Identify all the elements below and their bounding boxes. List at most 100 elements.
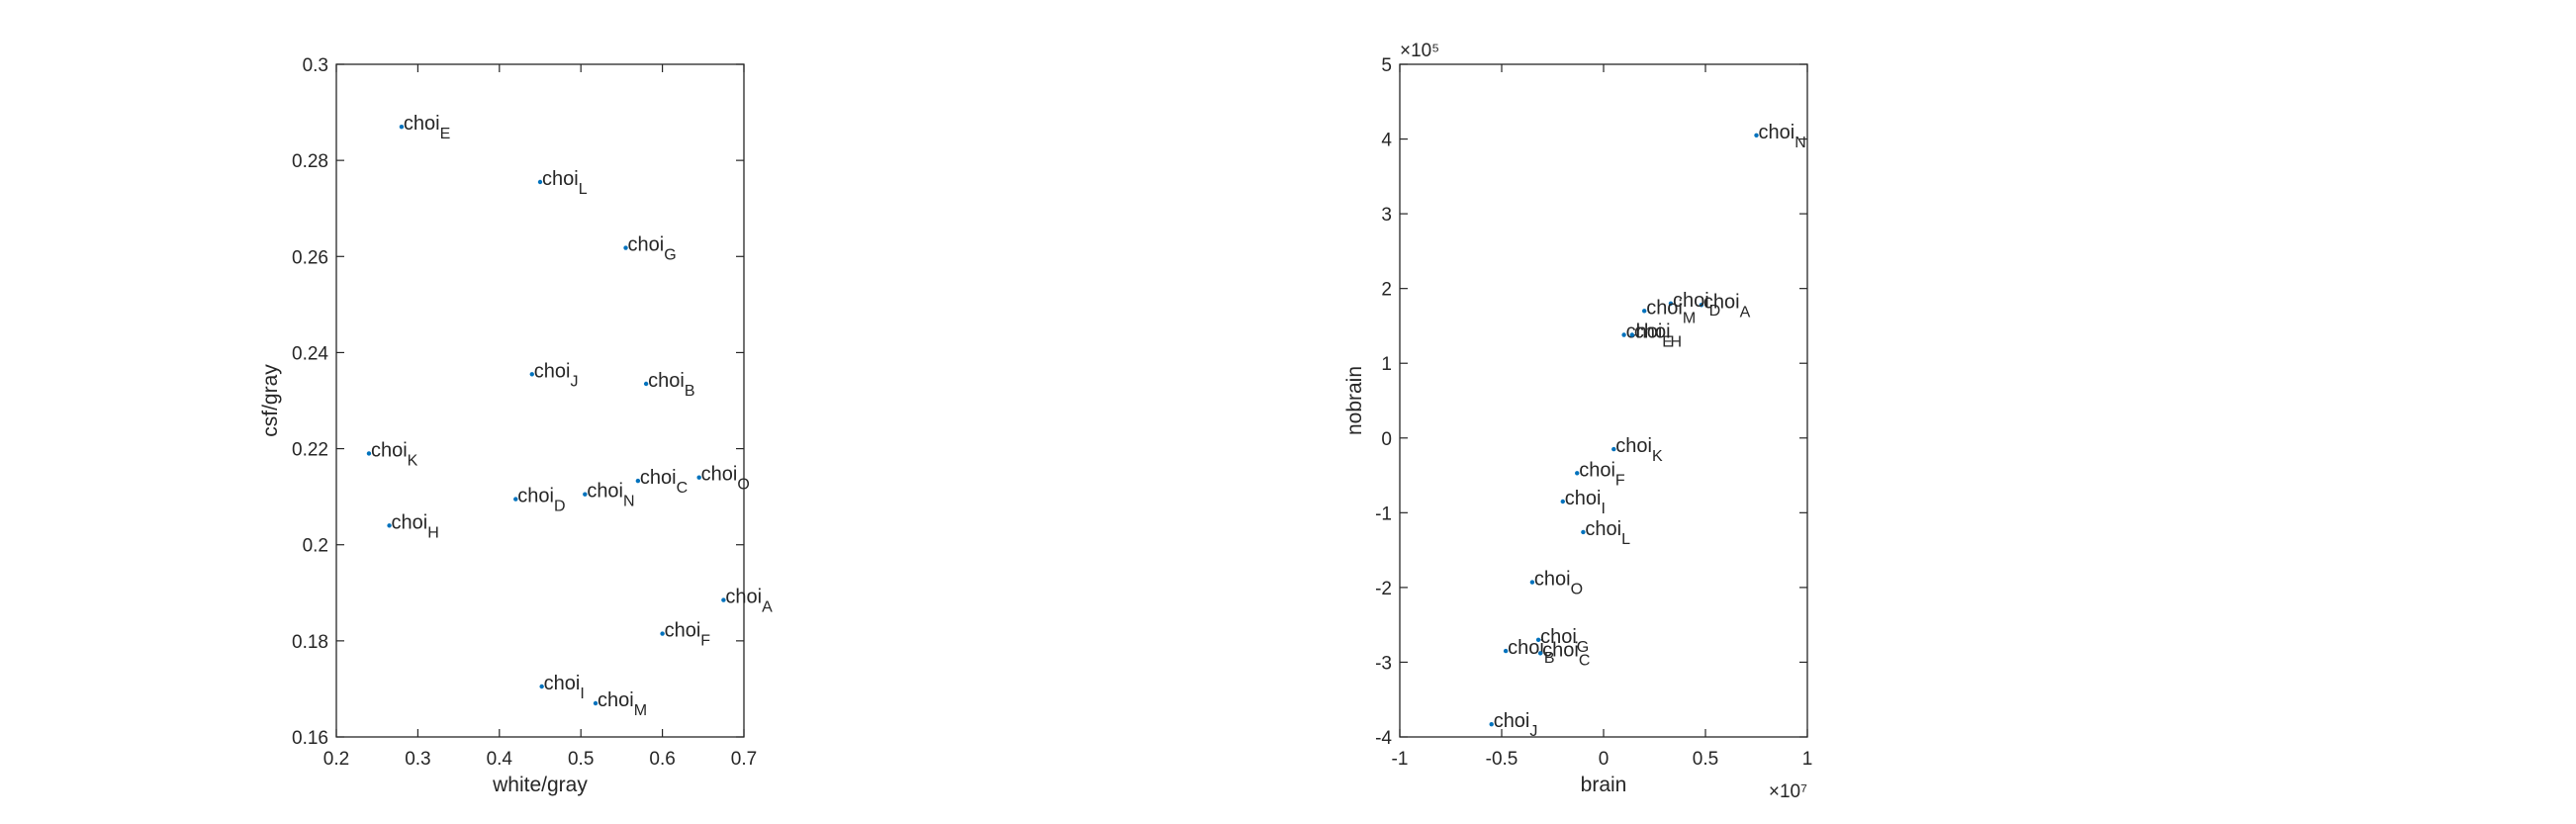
data-point-K — [366, 451, 372, 456]
point-label-G: choiG — [1540, 626, 1589, 656]
data-point-E — [1621, 332, 1626, 337]
point-label-B: choiB — [1508, 637, 1554, 667]
y-tick-label-right: 4 — [1381, 131, 1392, 151]
point-label-subscript: F — [1615, 472, 1625, 489]
x-tick-label-left: 0.5 — [568, 749, 594, 770]
point-label-subscript: N — [1794, 135, 1806, 151]
point-label-text: choi — [1542, 639, 1579, 661]
point-label-subscript: E — [1662, 334, 1673, 351]
data-point-O — [696, 475, 701, 480]
point-label-G: choiG — [628, 234, 677, 264]
point-label-subscript: F — [700, 633, 710, 650]
point-label-text: choi — [542, 168, 579, 190]
point-label-subscript: K — [408, 452, 418, 469]
y-tick-label-left: 0.26 — [292, 247, 328, 268]
point-label-A: choiA — [725, 587, 773, 616]
y-tick-label-right: -2 — [1375, 579, 1392, 599]
point-label-subscript: I — [1602, 501, 1606, 517]
data-point-F — [660, 631, 665, 636]
point-label-L: choiL — [542, 168, 588, 198]
x-tick-label-right: -1 — [1392, 749, 1409, 770]
point-label-D: choiD — [517, 486, 565, 515]
x-tick-label-left: 0.6 — [649, 749, 675, 770]
data-point-E — [399, 124, 405, 130]
data-point-F — [1575, 471, 1580, 476]
point-label-C: choiC — [640, 467, 688, 497]
point-label-subscript: J — [570, 373, 578, 390]
point-label-F: choiF — [665, 620, 711, 650]
point-label-text: choi — [1615, 435, 1652, 457]
x-tick-label-right: 0 — [1599, 749, 1610, 770]
x-tick-label-left: 0.3 — [405, 749, 430, 770]
data-point-B — [1503, 648, 1509, 654]
point-label-subscript: C — [1579, 652, 1591, 669]
point-label-L: choiL — [1585, 518, 1630, 548]
point-label-subscript: N — [623, 494, 635, 510]
point-label-text: choi — [1508, 637, 1544, 659]
data-point-N — [1754, 133, 1759, 137]
y-tick-label-left: 0.28 — [292, 151, 328, 172]
x-axis-label-left: white/gray — [492, 774, 588, 796]
points-right: choiNchoiAchoiDchoiMchoiEchoiHchoiKchoiF… — [1489, 122, 1806, 740]
point-label-I: choiI — [544, 673, 585, 702]
point-label-text: choi — [1494, 710, 1530, 732]
data-point-M — [593, 700, 598, 706]
point-label-subscript: D — [554, 499, 566, 515]
y-axis-label-left: csf/gray — [259, 364, 282, 437]
point-label-text: choi — [1579, 459, 1615, 481]
point-label-text: choi — [371, 439, 408, 461]
point-label-H: choiH — [392, 511, 439, 541]
data-point-A — [1699, 303, 1704, 308]
point-label-subscript: H — [1671, 334, 1683, 351]
point-label-text: choi — [392, 511, 428, 533]
point-label-subscript: K — [1652, 448, 1663, 465]
data-point-I — [539, 684, 544, 689]
point-label-C: choiC — [1542, 639, 1590, 669]
y-tick-label-right: -4 — [1375, 728, 1392, 749]
point-label-subscript: O — [1571, 582, 1583, 598]
point-label-text: choi — [598, 689, 634, 711]
y-tick-label-right: 3 — [1381, 205, 1392, 226]
point-label-text: choi — [628, 234, 665, 256]
y-tick-label-left: 0.22 — [292, 440, 328, 461]
data-point-I — [1560, 499, 1566, 504]
data-point-B — [643, 381, 649, 387]
y-exponent-right: ×10⁵ — [1400, 41, 1439, 61]
point-label-subscript: E — [440, 126, 451, 142]
point-label-subscript: C — [677, 480, 689, 497]
point-label-text: choi — [517, 486, 554, 507]
x-tick-label-left: 0.4 — [487, 749, 513, 770]
point-label-subscript: H — [427, 524, 439, 541]
data-point-N — [583, 492, 588, 497]
point-label-J: choiJ — [534, 360, 579, 390]
data-point-L — [1581, 529, 1586, 535]
y-tick-label-left: 0.18 — [292, 632, 328, 653]
axes-box-right — [1399, 63, 1808, 738]
point-label-subscript: J — [1529, 723, 1537, 740]
point-label-text: choi — [404, 113, 440, 135]
y-tick-label-right: 5 — [1381, 55, 1392, 76]
data-point-C — [1537, 651, 1543, 656]
point-label-E: choiE — [1626, 321, 1673, 351]
point-label-text: choi — [1673, 290, 1709, 312]
y-tick-label-right: 0 — [1381, 429, 1392, 450]
point-label-A: choiA — [1703, 291, 1751, 320]
point-label-text: choi — [1759, 122, 1795, 143]
point-label-I: choiI — [1565, 488, 1606, 517]
point-label-text: choi — [587, 481, 623, 503]
point-label-subscript: G — [664, 247, 676, 264]
x-tick-label-left: 0.7 — [731, 749, 757, 770]
point-label-subscript: D — [1709, 303, 1721, 320]
point-label-subscript: B — [685, 383, 695, 400]
point-label-text: choi — [1534, 569, 1571, 591]
point-label-K: choiK — [1615, 435, 1663, 465]
point-label-B: choiB — [648, 370, 694, 400]
point-label-text: choi — [1565, 488, 1602, 509]
point-label-O: choiO — [1534, 569, 1583, 598]
point-label-H: choiH — [1634, 321, 1682, 351]
data-point-J — [529, 372, 534, 377]
axes-box-left — [335, 63, 745, 738]
